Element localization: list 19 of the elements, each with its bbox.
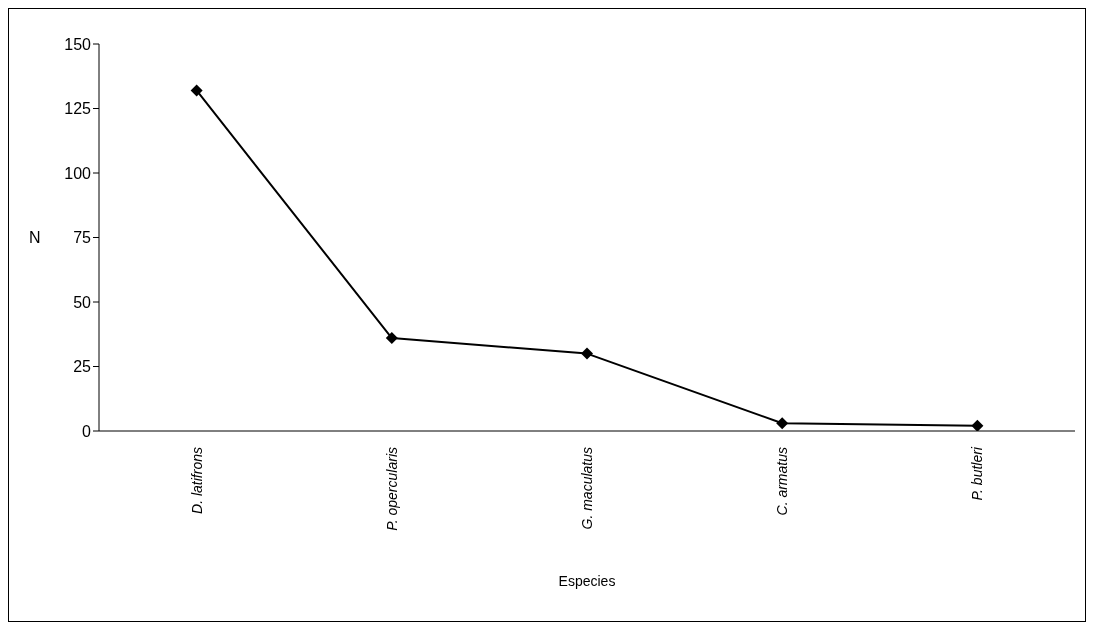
x-tick-label: G. maculatus: [579, 447, 595, 530]
point: [776, 417, 789, 430]
point: [190, 84, 203, 97]
x-tick-label: P. opercularis: [383, 447, 400, 531]
x-tick-label: C. armatus: [774, 447, 791, 516]
point: [385, 332, 398, 345]
y-tick-label: 150: [64, 35, 92, 53]
y-tick-label: 50: [73, 293, 92, 311]
point: [581, 347, 593, 360]
y-tick-label: 0: [82, 422, 92, 440]
point: [971, 419, 984, 431]
y-tick-label: 100: [64, 164, 92, 182]
x-tick-label: P. butleri: [969, 446, 986, 501]
y-tick-label: 125: [64, 100, 92, 118]
y-axis-title: N: [29, 229, 41, 247]
y-tick-label: 75: [73, 229, 92, 247]
y-tick-label: 25: [73, 358, 92, 376]
x-axis-title: Especies: [558, 573, 616, 589]
x-tick-label: D. latifrons: [188, 447, 205, 514]
